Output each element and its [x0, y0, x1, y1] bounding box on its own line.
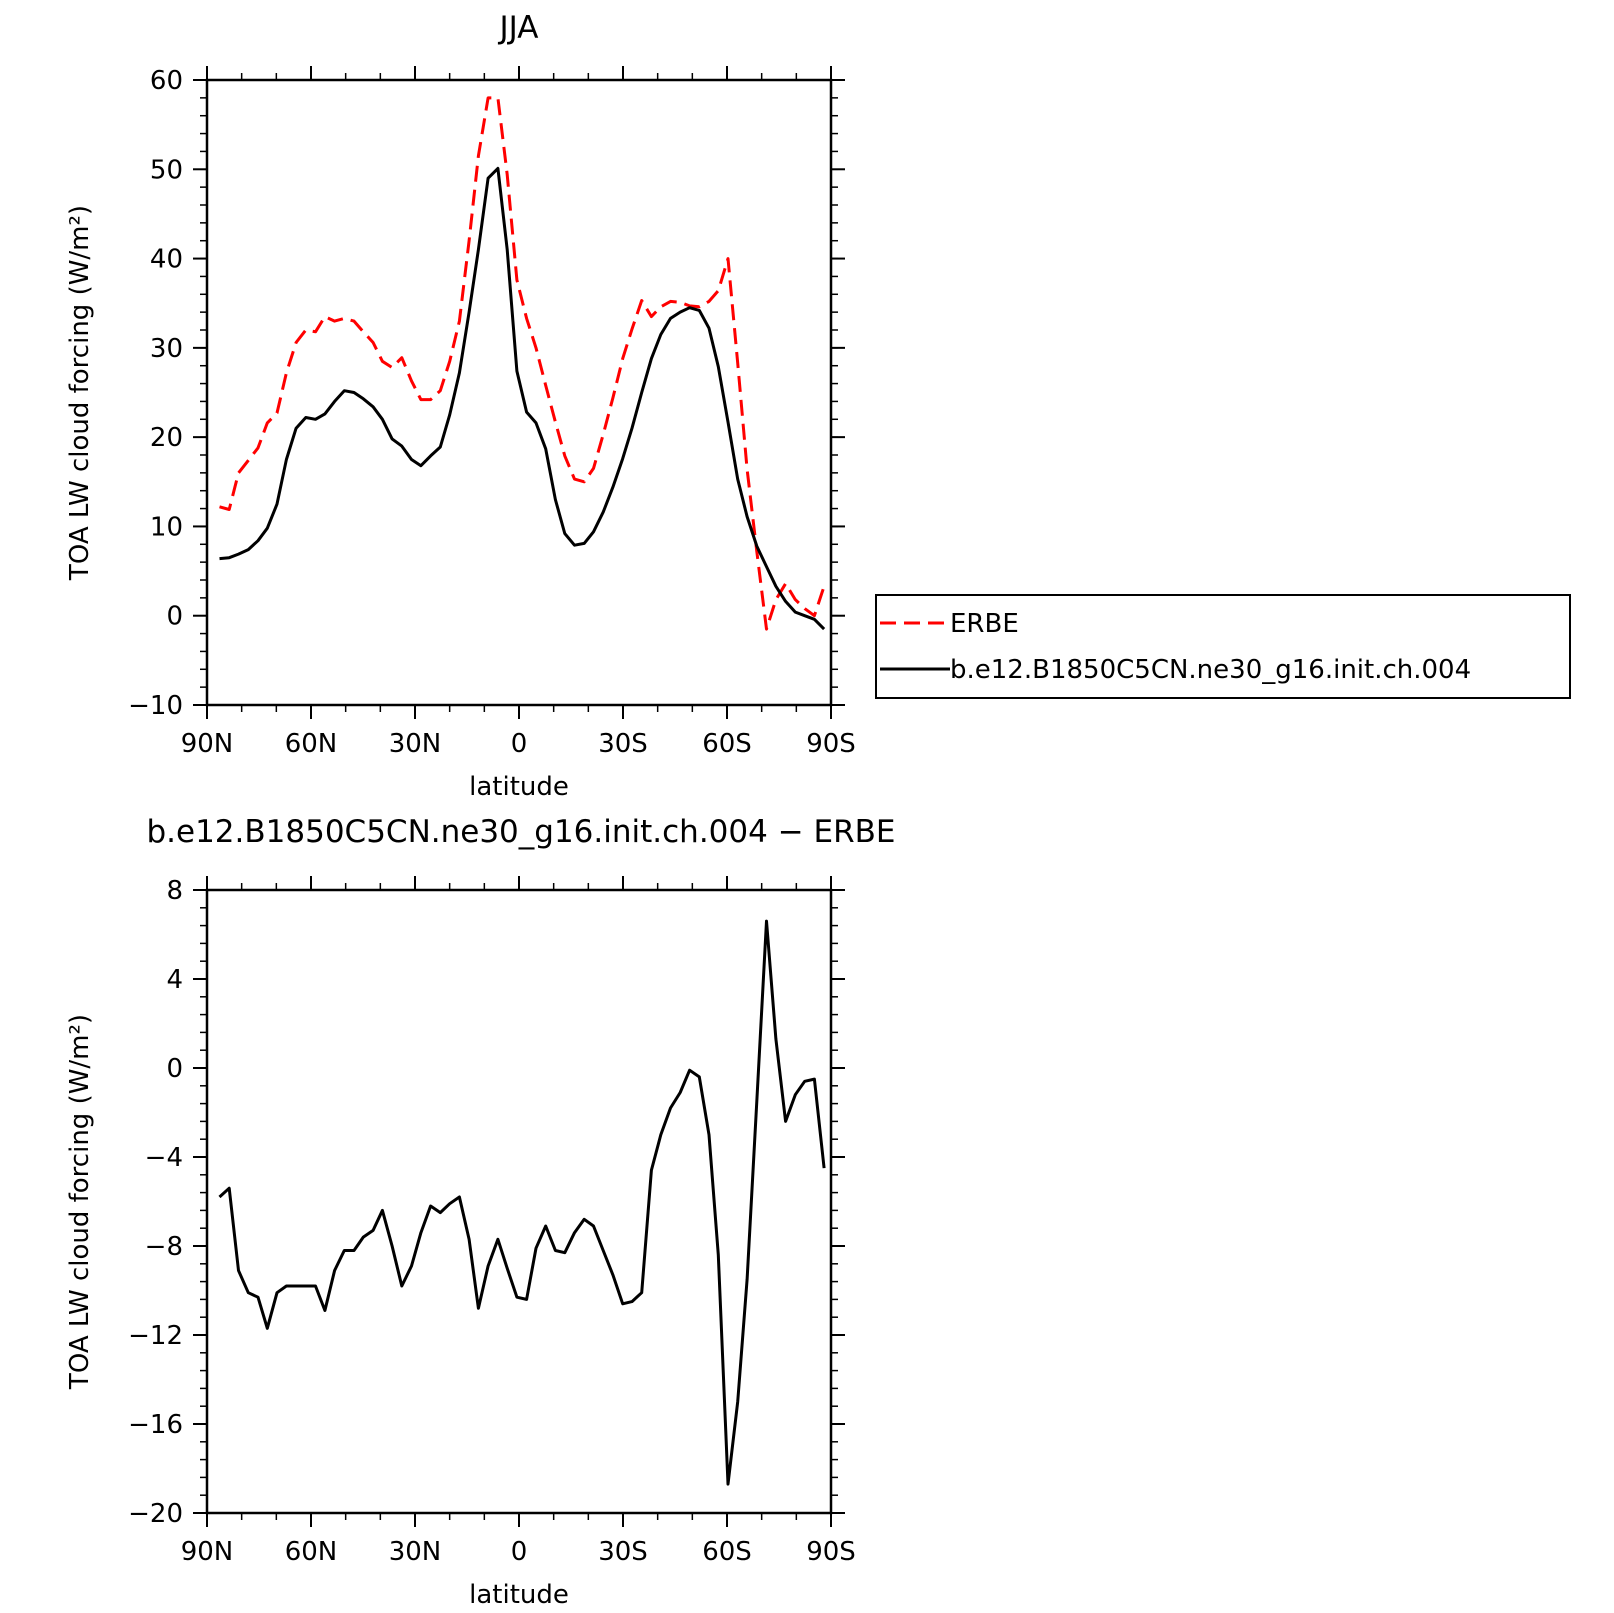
series-line-0 [219, 96, 826, 631]
plot-title: JJA [498, 10, 539, 46]
legend: ERBE b.e12.B1850C5CN.ne30_g16.init.ch.004 [875, 594, 1571, 699]
x-tick-label: 60S [702, 729, 752, 759]
y-tick-label: 40 [150, 245, 183, 275]
x-tick-label: 60N [285, 729, 338, 759]
plot-frame [205, 78, 833, 707]
y-tick-label: 10 [150, 512, 183, 542]
x-tick-label: 30S [598, 729, 648, 759]
legend-label-0: ERBE [950, 609, 1019, 639]
y-axis-label: TOA LW cloud forcing (W/m²) [65, 205, 95, 581]
x-tick-label: 0 [511, 729, 528, 759]
y-tick-label: 20 [150, 423, 183, 453]
series-line-1 [219, 166, 826, 631]
y-tick-label: 50 [150, 155, 183, 185]
x-tick-label: 30N [389, 729, 442, 759]
y-tick-label: 0 [166, 602, 183, 632]
y-tick-label: 8 [166, 876, 183, 906]
x-axis-label: latitude [469, 1580, 569, 1610]
x-tick-label: 60N [285, 1537, 338, 1567]
y-tick-label: −4 [145, 1143, 183, 1173]
x-tick-label: 30N [389, 1537, 442, 1567]
plot-frame [205, 888, 833, 1515]
y-tick-label: 60 [150, 66, 183, 96]
y-tick-label: −10 [128, 691, 183, 721]
x-tick-label: 90N [181, 729, 234, 759]
y-tick-label: 0 [166, 1054, 183, 1084]
x-tick-label: 30S [598, 1537, 648, 1567]
series-line-0 [218, 919, 826, 1486]
plot-title: b.e12.B1850C5CN.ne30_g16.init.ch.004 − E… [146, 814, 895, 850]
x-tick-label: 0 [511, 1537, 528, 1567]
x-axis-label: latitude [469, 772, 569, 802]
bottom-panel: 8 4 0 −4 −8 −12 −16 −20 90N 60N 30N 0 30S 60S 90S latit… [65, 814, 896, 1610]
y-axis-label: TOA LW cloud forcing (W/m²) [65, 1014, 95, 1390]
x-tick-label: 90S [806, 729, 856, 759]
y-tick-label: −16 [128, 1410, 183, 1440]
x-tick-label: 90S [806, 1537, 856, 1567]
y-tick-label: −8 [145, 1232, 183, 1262]
top-panel: 60 50 40 30 20 10 0 −10 90N 60N 30N 0 30S 60S 90S latit… [65, 10, 856, 802]
y-tick-label: −20 [128, 1499, 183, 1529]
y-tick-label: 30 [150, 334, 183, 364]
legend-box [875, 594, 1571, 699]
x-tick-label: 60S [702, 1537, 752, 1567]
legend-label-1: b.e12.B1850C5CN.ne30_g16.init.ch.004 [950, 655, 1471, 685]
y-tick-label: 4 [166, 965, 183, 995]
y-tick-label: −12 [128, 1321, 183, 1351]
x-tick-label: 90N [181, 1537, 234, 1567]
